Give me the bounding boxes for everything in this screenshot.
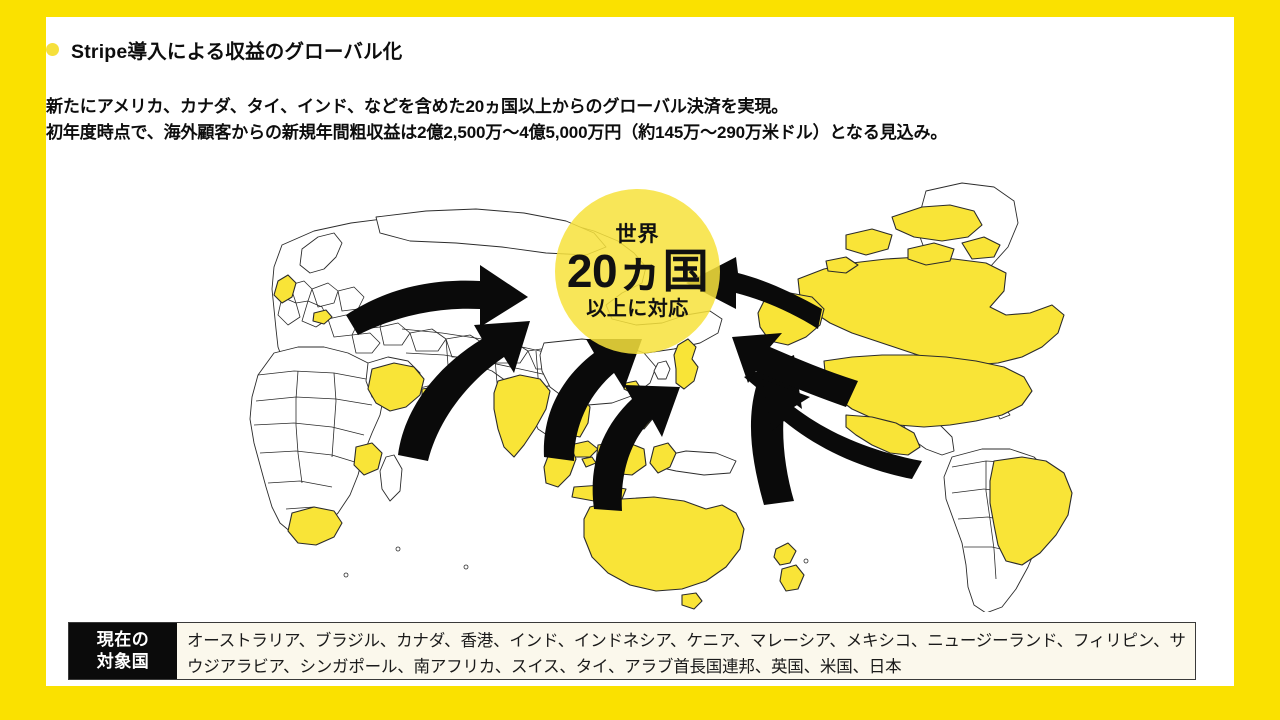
world-map-stage: 世界 20ヵ国 以上に対応: [46, 157, 1234, 612]
region-korea: [653, 360, 671, 380]
arrow-middle-east: [398, 321, 530, 461]
country-usa: [823, 354, 1033, 428]
country-new-zealand-south: [779, 564, 805, 592]
caption-label: 現在の 対象国: [69, 623, 177, 679]
country-south-africa: [287, 506, 343, 546]
country-australia-tasmania: [681, 592, 703, 610]
country-canada-arctic-1: [891, 204, 983, 242]
country-india: [493, 374, 551, 458]
caption-country-list: オーストラリア、ブラジル、カナダ、香港、インド、インドネシア、ケニア、マレーシア…: [177, 623, 1195, 679]
caption-label-line-2: 対象国: [96, 652, 150, 671]
arrow-southeast-asia: [592, 385, 680, 511]
page-title: Stripe導入による収益のグローバル化: [71, 41, 403, 63]
body-line-2: 初年度時点で、海外顧客からの新規年間粗収益は2億2,500万〜4億5,000万円…: [46, 123, 948, 143]
country-canada-arctic-3: [907, 242, 955, 266]
arrow-europe-east: [346, 265, 528, 335]
highlight-circle: 世界 20ヵ国 以上に対応: [555, 189, 720, 354]
body-line-1: 新たにアメリカ、カナダ、タイ、インド、などを含めた20ヵ国以上からのグローバル決…: [46, 97, 789, 116]
country-saudi-arabia: [367, 362, 425, 412]
country-kenya: [353, 442, 383, 476]
country-uk: [273, 274, 297, 304]
country-canada-arctic-2: [845, 228, 893, 256]
country-japan: [673, 338, 699, 390]
caption-label-line-1: 現在の: [96, 630, 150, 650]
region-scandinavia: [299, 232, 343, 274]
arrow-usa: [732, 333, 858, 407]
circle-bottom-label: 以上に対応: [586, 298, 689, 321]
country-brazil: [989, 456, 1073, 566]
arrow-layer: [346, 257, 922, 511]
country-indonesia-sulawesi: [649, 442, 677, 474]
circle-top-label: 世界: [615, 222, 660, 246]
circle-main-label: 20ヵ国: [566, 244, 709, 297]
slide-canvas: Stripe導入による収益のグローバル化 新たにアメリカ、カナダ、タイ、インド、…: [46, 17, 1234, 686]
country-australia: [583, 496, 745, 592]
country-new-zealand: [773, 542, 797, 566]
arrow-india: [543, 339, 642, 461]
arrow-canada: [686, 257, 822, 329]
country-canada-arctic-5: [825, 256, 859, 274]
target-countries-caption: 現在の 対象国 オーストラリア、ブラジル、カナダ、香港、インド、インドネシア、ケ…: [68, 622, 1196, 680]
arrow-south-pacific: [762, 379, 922, 479]
region-small-islands: [343, 546, 809, 578]
region-madagascar: [379, 454, 403, 502]
country-mexico: [845, 414, 921, 456]
body-copy: 新たにアメリカ、カナダ、タイ、インド、などを含めた20ヵ国以上からのグローバル決…: [46, 94, 947, 147]
country-canada-arctic-4: [961, 236, 1001, 260]
bullet-dot-icon: [46, 43, 59, 56]
country-switzerland: [312, 309, 333, 325]
slide-title-row: Stripe導入による収益のグローバル化: [46, 35, 402, 64]
